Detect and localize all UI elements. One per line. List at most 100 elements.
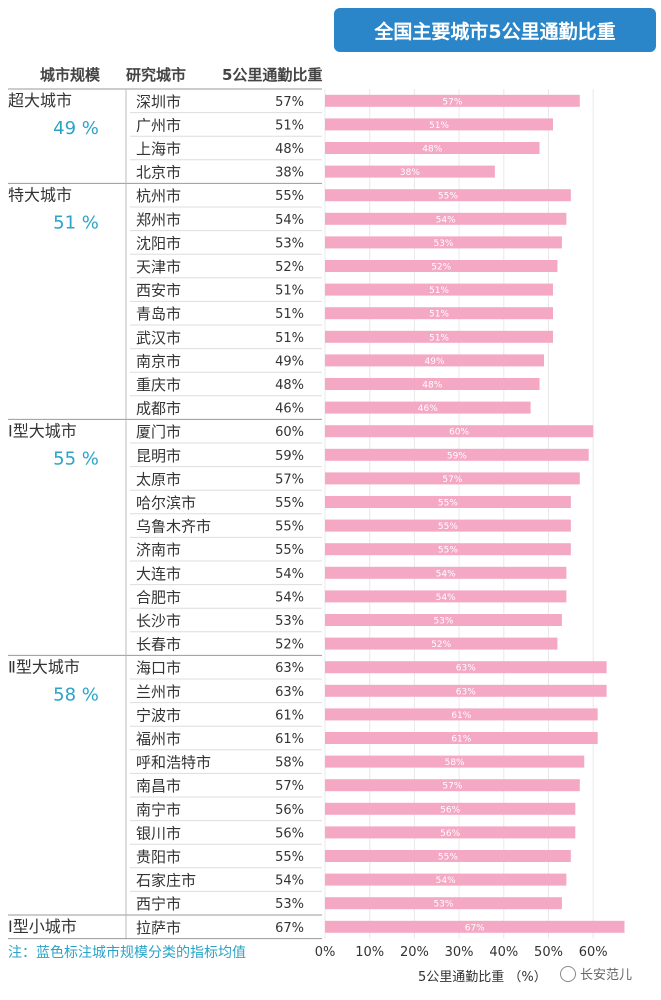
value-label: 46% (275, 402, 304, 417)
x-tick-label: 10% (355, 945, 384, 960)
group-name: 特大城市 (8, 185, 72, 204)
bar (325, 637, 558, 650)
value-label: 51% (275, 307, 304, 322)
value-label: 53% (275, 614, 304, 629)
bar-data-label: 55% (438, 546, 458, 556)
city-label: 太原市 (136, 470, 181, 488)
bar (325, 873, 567, 886)
bar (325, 212, 567, 225)
bar (325, 732, 598, 744)
value-label: 63% (275, 661, 304, 676)
value-label: 67% (275, 921, 304, 936)
group-average: 51 % (53, 212, 99, 233)
city-label: 沈阳市 (136, 234, 181, 252)
city-label: 拉萨市 (136, 919, 181, 937)
bar-data-label: 61% (451, 735, 471, 745)
value-label: 59% (275, 449, 304, 464)
value-label: 54% (275, 590, 304, 605)
wechat-icon (560, 965, 576, 982)
city-label: 重庆市 (136, 376, 181, 394)
city-label: 呼和浩特市 (136, 754, 211, 772)
footnote: 注：蓝色标注城市规模分类的指标均值 (8, 945, 246, 961)
city-label: 西宁市 (136, 895, 181, 913)
value-label: 54% (275, 213, 304, 228)
city-label: 福州市 (136, 730, 181, 748)
chart-title: 全国主要城市5公里通勤比重 (334, 8, 656, 52)
value-label: 49% (275, 354, 304, 369)
header-scale: 城市规模 (40, 66, 101, 84)
bar (325, 614, 562, 626)
value-label: 57% (275, 472, 304, 487)
bar-data-label: 61% (451, 711, 471, 721)
bar-data-label: 63% (456, 664, 476, 674)
bar (325, 142, 540, 154)
watermark: 长安范儿 (560, 964, 632, 983)
city-label: 哈尔滨市 (136, 494, 196, 512)
value-label: 61% (275, 732, 304, 747)
bar (325, 590, 567, 603)
value-label: 55% (275, 520, 304, 535)
city-label: 合肥市 (136, 588, 181, 606)
city-label: 昆明市 (136, 447, 181, 465)
bar (325, 543, 571, 556)
bar (325, 354, 545, 367)
bar (325, 802, 576, 815)
bar-data-label: 54% (436, 593, 456, 603)
group-name: 超大城市 (8, 91, 72, 110)
bar (325, 330, 553, 343)
bar-data-label: 48% (422, 145, 442, 155)
value-label: 54% (275, 567, 304, 582)
bar-data-label: 59% (447, 451, 467, 461)
x-tick-label: 50% (534, 945, 563, 960)
bar-data-label: 55% (438, 853, 458, 863)
value-label: 48% (275, 142, 304, 157)
value-label: 57% (275, 95, 304, 110)
city-label: 济南市 (136, 541, 181, 559)
bar (325, 472, 580, 485)
city-label: 上海市 (136, 140, 181, 158)
bar (325, 94, 580, 107)
group-average: 49 % (53, 118, 99, 139)
value-label: 58% (275, 756, 304, 771)
bar (325, 755, 585, 768)
bar-data-label: 53% (433, 900, 453, 910)
bar-data-label: 51% (429, 310, 449, 320)
bar-data-label: 38% (400, 168, 420, 178)
bar (325, 401, 531, 414)
bar-data-label: 54% (436, 876, 456, 886)
value-label: 55% (275, 496, 304, 511)
bar (325, 684, 607, 697)
bar (325, 448, 589, 461)
bar-data-label: 54% (436, 215, 456, 225)
value-label: 55% (275, 189, 304, 204)
city-label: 长沙市 (136, 612, 181, 630)
bar-data-label: 52% (431, 640, 451, 650)
bar-data-label: 55% (438, 192, 458, 202)
value-label: 63% (275, 685, 304, 700)
city-label: 海口市 (136, 659, 181, 677)
header-city: 研究城市 (126, 66, 187, 84)
x-tick-label: 30% (445, 945, 474, 960)
x-tick-label: 40% (489, 945, 518, 960)
value-label: 51% (275, 331, 304, 346)
value-label: 57% (275, 779, 304, 794)
bar-data-label: 49% (425, 357, 445, 367)
bar-data-label: 57% (442, 97, 462, 107)
bar-data-label: 53% (433, 617, 453, 627)
bar (325, 283, 553, 296)
city-label: 大连市 (136, 565, 181, 583)
header-value: 5公里通勤比重 (222, 66, 323, 84)
city-label: 青岛市 (136, 305, 181, 323)
bar-data-label: 54% (436, 569, 456, 579)
city-label: 郑州市 (136, 211, 181, 229)
value-label: 61% (275, 708, 304, 723)
value-label: 55% (275, 850, 304, 865)
city-label: 西安市 (136, 282, 181, 300)
bar-data-label: 57% (442, 782, 462, 792)
bar (325, 519, 571, 532)
bar (325, 496, 571, 508)
city-label: 天津市 (136, 258, 181, 276)
value-label: 54% (275, 874, 304, 889)
